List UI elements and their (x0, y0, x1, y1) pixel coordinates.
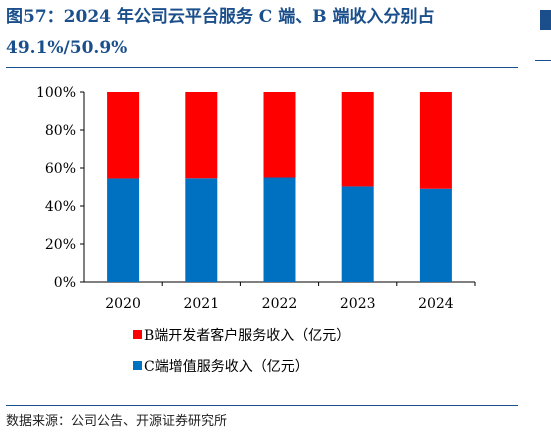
bar-segment-b (185, 92, 218, 179)
bar-segment-c (419, 188, 452, 282)
legend-swatch (133, 361, 142, 370)
legend-swatch (133, 330, 142, 339)
bar-segment-b (341, 92, 374, 187)
y-tick-label: 20% (45, 237, 76, 253)
adjacent-figure-divider (535, 60, 551, 61)
x-tick-label: 2022 (262, 296, 298, 312)
y-tick-label: 60% (45, 161, 76, 177)
bar-segment-c (185, 178, 218, 282)
bar-segment-b (263, 92, 296, 178)
source-divider (6, 405, 518, 406)
x-tick-label: 2023 (340, 296, 376, 312)
bar-segment-c (341, 186, 374, 282)
y-tick-label: 80% (45, 123, 76, 139)
legend-label: B端开发者客户服务收入（亿元） (144, 327, 350, 344)
source-note: 数据来源：公司公告、开源证券研究所 (6, 414, 228, 429)
y-tick-label: 100% (36, 85, 76, 101)
figure-title: 图57：2024 年公司云平台服务 C 端、B 端收入分别占 49.1%/50.… (6, 7, 435, 58)
title-divider (6, 67, 518, 68)
x-tick-label: 2021 (183, 296, 219, 312)
legend-label: C端增值服务收入（亿元） (144, 359, 309, 375)
stacked-bar-chart: 0% 20% 40% 60% 80% 100% 2020 2021 2022 2023 2024 B端… (36, 85, 476, 375)
bar-segment-c (107, 178, 140, 282)
bar-segment-b (419, 92, 452, 189)
y-tick-label: 0% (54, 275, 76, 291)
x-tick-label: 2024 (418, 296, 454, 312)
adjacent-figure-marker (540, 10, 551, 30)
y-tick-label: 40% (45, 199, 76, 215)
bar-segment-b (107, 92, 140, 179)
bar-segment-c (263, 177, 296, 282)
x-tick-label: 2020 (105, 296, 141, 312)
